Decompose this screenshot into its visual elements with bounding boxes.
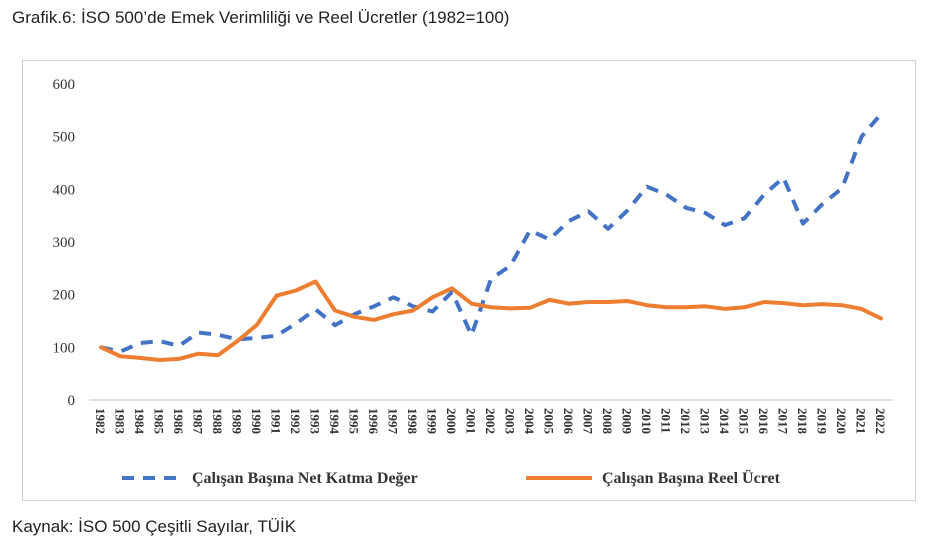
chart-title: Grafik.6: İSO 500’de Emek Verimliliği ve… (12, 8, 510, 27)
x-tick-label: 1984 (132, 408, 147, 435)
legend-label-net-katma-deger: Çalışan Başına Net Katma Değer (192, 470, 418, 487)
x-tick-label: 2013 (698, 408, 713, 435)
x-tick-label: 1991 (269, 408, 284, 434)
x-tick-label: 2007 (581, 408, 596, 435)
x-tick-label: 2011 (659, 408, 674, 433)
x-tick-label: 2012 (678, 408, 693, 434)
x-tick-label: 2003 (503, 408, 518, 435)
y-tick-label: 300 (53, 235, 76, 251)
x-tick-label: 1994 (327, 408, 342, 435)
x-tick-label: 2014 (717, 408, 732, 435)
x-tick-label: 1998 (405, 408, 420, 435)
x-tick-label: 2022 (873, 408, 888, 434)
x-tick-label: 1990 (249, 408, 264, 434)
y-tick-label: 600 (53, 77, 76, 93)
x-tick-label: 1985 (152, 408, 167, 435)
x-tick-label: 2018 (795, 408, 810, 435)
x-tick-label: 1992 (288, 408, 303, 434)
source-note: Kaynak: İSO 500 Çeşitli Sayılar, TÜİK (12, 517, 297, 536)
x-tick-label: 2021 (854, 408, 869, 434)
x-tick-label: 2000 (444, 408, 459, 434)
series-line-reel-ucret (99, 279, 883, 362)
chart-frame (22, 60, 916, 501)
x-tick-label: 1993 (308, 408, 323, 435)
x-tick-label: 2002 (483, 408, 498, 434)
x-axis: 1982 1983 1984 1985 1986 1987 1988 1989 1990 1991… (89, 399, 893, 435)
x-tick-label: 1987 (191, 408, 206, 435)
x-tick-label: 1986 (171, 408, 186, 435)
x-tick-label: 1996 (366, 408, 381, 435)
x-tick-label: 1999 (425, 408, 440, 435)
x-tick-label: 2019 (815, 408, 830, 435)
legend: Çalışan Başına Net Katma Değer Çalışan B… (122, 469, 781, 487)
x-tick-label: 2005 (542, 408, 557, 435)
x-tick-label: 2006 (561, 408, 576, 435)
x-tick-label: 1995 (347, 408, 362, 435)
x-tick-label: 2020 (834, 408, 849, 434)
x-tick-label: 1997 (386, 408, 401, 435)
series-lines (99, 112, 883, 362)
x-tick-label: 2009 (620, 408, 635, 435)
y-tick-label: 0 (68, 393, 76, 409)
x-tick-label: 2001 (464, 408, 479, 434)
y-tick-label: 500 (53, 130, 76, 146)
y-tick-label: 400 (53, 182, 76, 198)
x-tick-label: 2010 (639, 408, 654, 434)
x-tick-label: 1988 (210, 408, 225, 435)
x-tick-label: 2016 (756, 408, 771, 435)
legend-label-reel-ucret: Çalışan Başına Reel Ücret (602, 469, 781, 487)
y-tick-label: 200 (53, 288, 76, 304)
series-line-net-katma-deger (100, 112, 883, 354)
x-tick-label: 2015 (737, 408, 752, 435)
x-tick-label: 2008 (600, 408, 615, 435)
x-tick-label: 1983 (113, 408, 128, 435)
x-tick-label: 1989 (230, 408, 245, 435)
x-tick-label: 1982 (93, 408, 108, 434)
y-axis: 0 100 200 300 400 500 600 (53, 77, 76, 409)
y-tick-label: 100 (53, 340, 76, 356)
x-tick-label: 2004 (522, 408, 537, 435)
x-tick-label: 2017 (776, 408, 791, 435)
